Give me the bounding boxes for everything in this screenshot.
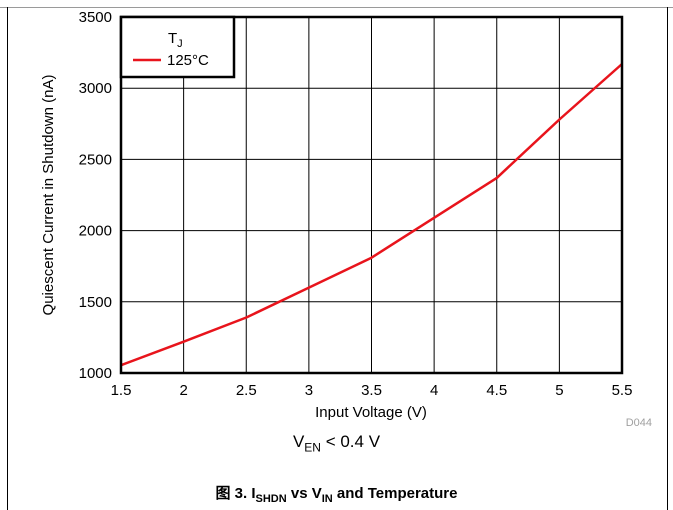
x-tick-label: 2.5 [236, 382, 257, 399]
series-line-125c [120, 63, 623, 367]
legend-entry-label: 125°C [167, 52, 209, 69]
x-tick-label: 3 [305, 382, 313, 399]
top-border [0, 7, 673, 8]
x-tick-label: 4.5 [486, 382, 507, 399]
x-axis-label: Input Voltage (V) [315, 404, 427, 421]
left-border [7, 7, 8, 510]
figure-caption: 图 3. ISHDN vs VIN and Temperature [215, 485, 458, 505]
right-border [667, 7, 668, 510]
source-id: D044 [626, 417, 652, 429]
y-tick-label: 2000 [79, 223, 112, 240]
y-axis-label: Quiescent Current in Shutdown (nA) [40, 75, 57, 316]
x-tick-label: 4 [430, 382, 438, 399]
chart: 1.5 2 2.5 3 3.5 4 4.5 5 5.5 1000 1500 2000 2500 3000 3… [40, 9, 652, 429]
x-tick-label: 2 [179, 382, 187, 399]
y-tick-label: 1500 [79, 294, 112, 311]
y-tick-label: 2500 [79, 151, 112, 168]
x-tick-label: 5.5 [612, 382, 633, 399]
x-tick-label: 1.5 [111, 382, 132, 399]
x-tick-label: 5 [555, 382, 563, 399]
legend-box [119, 15, 236, 79]
tick-labels: 1.5 2 2.5 3 3.5 4 4.5 5 5.5 1000 1500 2000 2500 3000 3… [79, 9, 633, 399]
y-tick-label: 1000 [79, 365, 112, 382]
legend-title: TJ [168, 30, 183, 50]
y-tick-label: 3500 [79, 9, 112, 26]
y-tick-label: 3000 [79, 80, 112, 97]
x-tick-label: 3.5 [361, 382, 382, 399]
plot-area-border [119, 15, 624, 375]
condition-annotation: VEN < 0.4 V [292, 432, 381, 455]
legend: TJ 125°C [119, 15, 236, 79]
